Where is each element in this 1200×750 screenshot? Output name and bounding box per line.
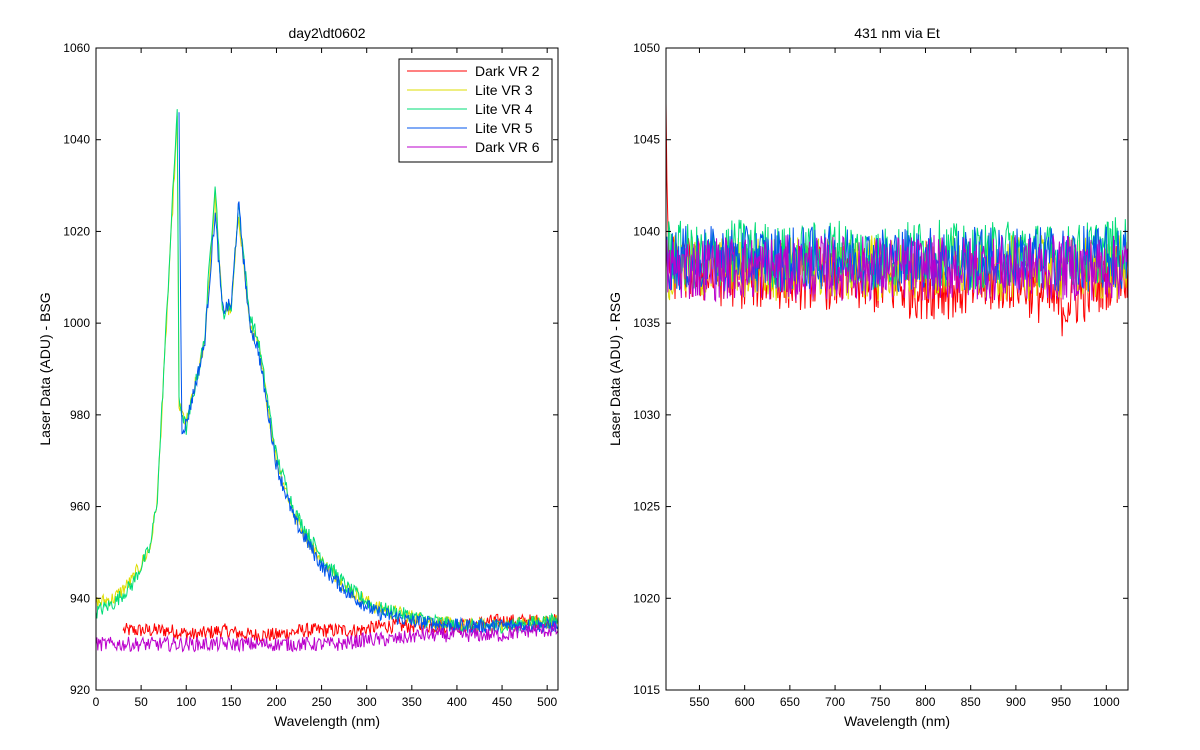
x-tick-label: 300 <box>357 695 377 709</box>
legend-entry: Lite VR 3 <box>475 82 533 98</box>
y-tick-label: 980 <box>70 408 90 422</box>
x-tick-label: 750 <box>870 695 890 709</box>
series-line <box>178 112 559 634</box>
x-axis-label: Wavelength (nm) <box>274 713 380 729</box>
x-axis-label: Wavelength (nm) <box>844 713 950 729</box>
series-line <box>122 613 559 643</box>
y-tick-label: 920 <box>70 683 90 697</box>
chart-title: day2\dt0602 <box>288 25 365 41</box>
series-line <box>665 103 1129 337</box>
x-tick-label: 700 <box>825 695 845 709</box>
x-tick-label: 550 <box>689 695 709 709</box>
series-line <box>95 109 559 634</box>
y-tick-label: 1025 <box>633 500 660 514</box>
axes-frame <box>665 47 1129 691</box>
x-tick-label: 650 <box>780 695 800 709</box>
y-axis-label: Laser Data (ADU) - RSG <box>607 292 623 446</box>
series-line <box>665 225 1129 293</box>
x-tick-label: 350 <box>402 695 422 709</box>
x-tick-label: 1000 <box>1093 695 1120 709</box>
x-tick-label: 900 <box>1006 695 1026 709</box>
legend-entry: Lite VR 4 <box>475 101 533 117</box>
y-tick-label: 960 <box>70 500 90 514</box>
y-tick-label: 1000 <box>63 316 90 330</box>
x-tick-label: 0 <box>93 695 100 709</box>
x-tick-label: 850 <box>961 695 981 709</box>
y-tick-label: 1015 <box>633 683 660 697</box>
y-tick-label: 1040 <box>633 224 660 238</box>
x-tick-label: 50 <box>134 695 148 709</box>
y-tick-label: 1060 <box>63 41 90 55</box>
y-tick-label: 1050 <box>633 41 660 55</box>
left-plot: 0 50 100 150 200 250 300 350 400 450 500 920 940 960 9… <box>37 25 559 729</box>
x-tick-label: 500 <box>537 695 557 709</box>
y-tick-label: 1035 <box>633 316 660 330</box>
legend-entry: Lite VR 5 <box>475 120 533 136</box>
x-tick-label: 400 <box>447 695 467 709</box>
axes-frame <box>95 47 559 691</box>
x-tick-label: 150 <box>221 695 241 709</box>
y-tick-label: 1030 <box>633 408 660 422</box>
chart-title: 431 nm via Et <box>854 25 940 41</box>
x-tick-label: 800 <box>915 695 935 709</box>
legend-entry: Dark VR 2 <box>475 63 540 79</box>
x-tick-label: 100 <box>176 695 196 709</box>
x-tick-label: 950 <box>1051 695 1071 709</box>
y-tick-label: 1040 <box>63 133 90 147</box>
right-plot: 550 600 650 700 750 800 850 900 950 1000 1015 1020 1… <box>607 25 1129 729</box>
x-tick-label: 600 <box>735 695 755 709</box>
y-tick-label: 940 <box>70 591 90 605</box>
y-tick-label: 1020 <box>633 591 660 605</box>
x-tick-label: 450 <box>492 695 512 709</box>
legend: Dark VR 2 Lite VR 3 Lite VR 4 Lite VR 5 Dark… <box>398 58 553 163</box>
series-line <box>95 621 559 653</box>
y-axis-label: Laser Data (ADU) - BSG <box>37 292 53 445</box>
series-line <box>95 115 559 634</box>
y-tick-label: 1045 <box>633 133 660 147</box>
x-tick-label: 200 <box>266 695 286 709</box>
series-line <box>665 235 1129 303</box>
legend-entry: Dark VR 6 <box>475 139 540 155</box>
y-tick-label: 1020 <box>63 224 90 238</box>
x-tick-label: 250 <box>312 695 332 709</box>
legend-box <box>398 58 553 163</box>
